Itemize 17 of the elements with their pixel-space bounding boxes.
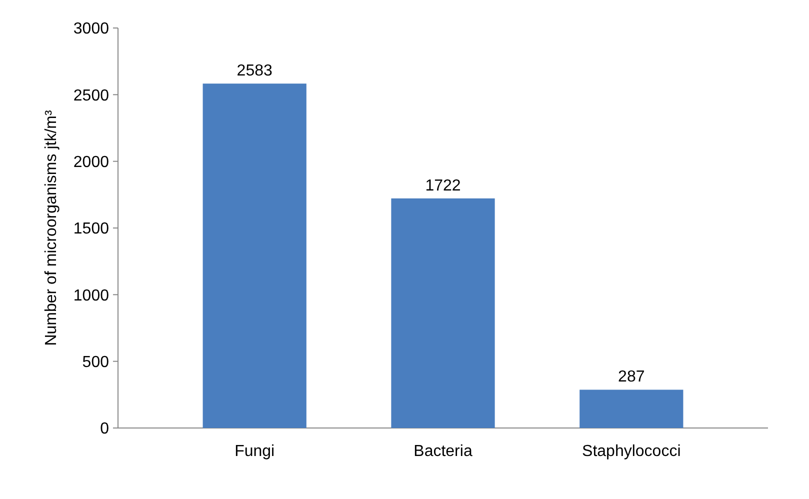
data-label: 1722 [425, 177, 461, 194]
bar [391, 198, 495, 428]
x-tick-label: Fungi [234, 443, 275, 460]
y-tick-label: 2500 [73, 87, 110, 104]
data-label: 2583 [236, 62, 272, 80]
y-tick-label: 2000 [73, 154, 110, 171]
x-tick-label: Bacteria [414, 443, 472, 460]
y-axis-title: Number of microorganisms jtk/m³ [43, 110, 60, 346]
y-tick-label: 1500 [73, 220, 110, 238]
x-tick-label: Staphylococci [582, 443, 681, 460]
bar [202, 84, 306, 428]
y-tick-label: 3000 [73, 20, 110, 38]
data-label: 287 [618, 368, 645, 386]
bar [580, 390, 684, 428]
y-tick-label: 1000 [73, 287, 110, 304]
y-tick-label: 0 [100, 420, 110, 438]
y-tick-label: 500 [82, 354, 110, 371]
